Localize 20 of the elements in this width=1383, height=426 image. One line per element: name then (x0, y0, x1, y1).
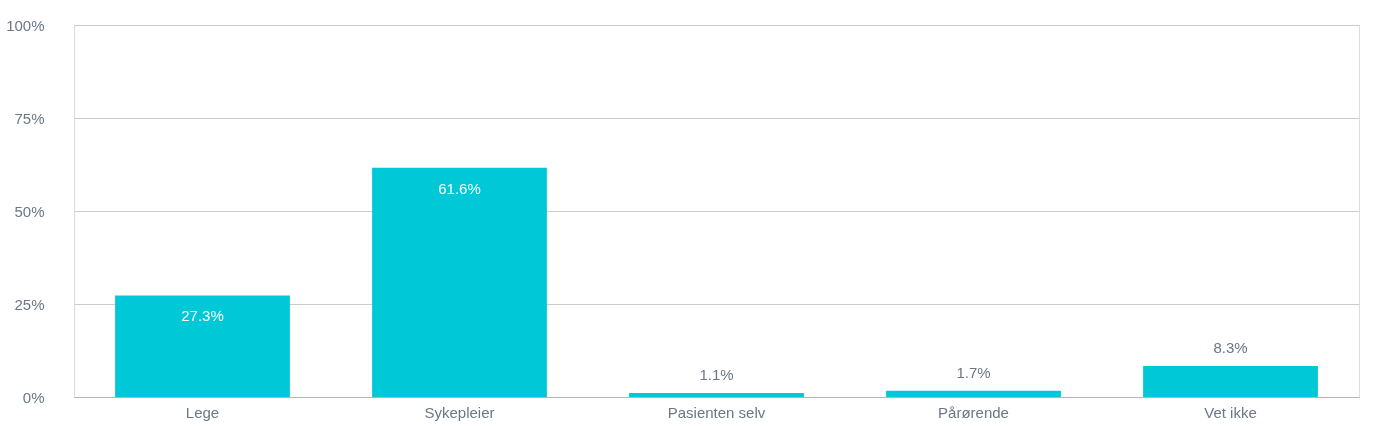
bar (886, 390, 1061, 397)
bar (629, 392, 804, 397)
x-tick-label: Pårørende (938, 403, 1009, 421)
bar (1143, 366, 1318, 397)
bar (115, 295, 290, 397)
data-label: 1.1% (699, 365, 734, 383)
y-tick-label: 75% (14, 109, 45, 127)
data-label: 27.3% (181, 307, 224, 325)
x-tick-label: Sykepleier (424, 403, 495, 421)
x-tick-label: Lege (185, 403, 220, 421)
data-label: 61.6% (438, 179, 481, 197)
y-tick-label: 50% (14, 202, 45, 220)
data-label: 1.7% (956, 363, 991, 381)
x-tick-label: Vet ikke (1204, 403, 1257, 421)
x-tick-label: Pasienten selv (667, 403, 766, 421)
y-tick-label: 25% (14, 295, 45, 313)
y-tick-label: 100% (6, 16, 45, 34)
data-label: 8.3% (1213, 339, 1248, 357)
bar (372, 167, 547, 397)
y-tick-label: 0% (22, 388, 45, 406)
